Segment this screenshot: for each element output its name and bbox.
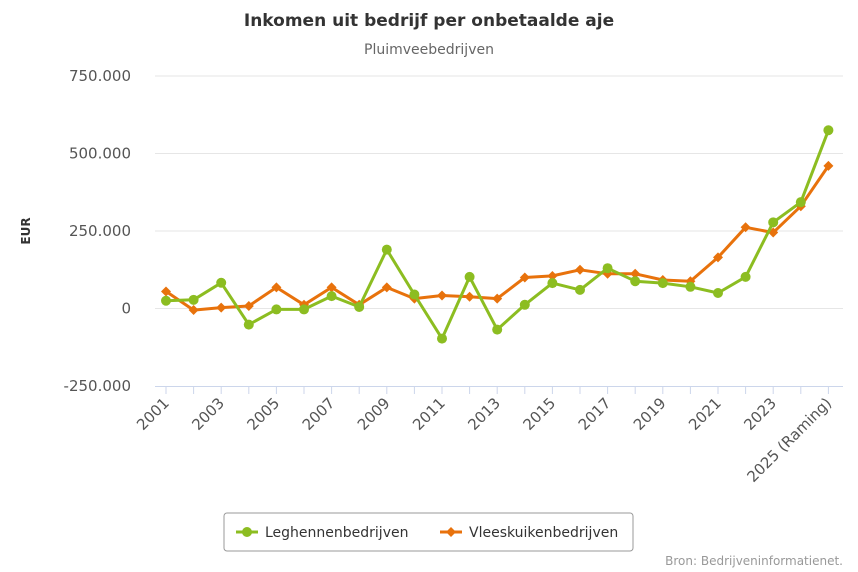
data-point [575, 264, 585, 275]
data-point [243, 301, 254, 312]
data-point [271, 304, 282, 315]
y-tick-label: 0 [121, 300, 131, 318]
data-point [602, 263, 613, 274]
series-vleeskuiken [161, 160, 834, 316]
x-tick-label: 2011 [409, 394, 449, 434]
data-point [685, 281, 696, 292]
data-point [188, 294, 199, 305]
x-tick-label: 2023 [740, 394, 780, 434]
series-line [164, 164, 830, 312]
y-tick-label: 500.000 [69, 145, 131, 163]
data-point [519, 272, 530, 283]
legend-box [223, 512, 634, 552]
data-point [630, 276, 641, 287]
data-point [547, 278, 558, 289]
x-tick-label: 2019 [630, 394, 670, 434]
chart-subtitle: Pluimveebedrijven [364, 42, 494, 58]
data-point [713, 252, 723, 263]
data-point [740, 222, 751, 233]
gridlines [155, 75, 843, 309]
x-axis: 2001 2003 2005 2007 2009 2011 2013 2015 2017 2019… [133, 386, 843, 486]
data-point [547, 270, 558, 281]
data-point [657, 278, 668, 289]
data-point [409, 289, 420, 300]
x-tick-label: 2017 [575, 394, 615, 434]
data-point [630, 268, 641, 279]
y-tick-label: 250.000 [69, 222, 131, 240]
data-point [795, 197, 806, 208]
data-point [437, 290, 447, 301]
data-point [823, 160, 834, 171]
legend-label-leghennen: Leghennenbedrijven [265, 525, 408, 541]
data-point [713, 288, 723, 298]
series-leghennen [161, 125, 834, 344]
series-layer [161, 125, 834, 344]
legend-label-vleeskuiken: Vleeskuikenbedrijven [469, 525, 618, 541]
legend-marker-leghennen [242, 527, 252, 537]
data-point [381, 282, 392, 293]
x-tick-label: 2021 [685, 394, 725, 434]
data-point [188, 305, 199, 316]
x-tick-label: 2013 [464, 394, 504, 434]
data-point [464, 291, 475, 302]
data-point [243, 319, 254, 330]
data-point [216, 277, 227, 288]
data-point [326, 291, 337, 302]
data-point [299, 304, 309, 315]
data-point [326, 282, 337, 293]
data-point [464, 271, 475, 282]
y-axis-ticks: -250.000 0 250.000 500.000 750.000 [64, 67, 131, 395]
data-point [437, 333, 447, 344]
chart-title: Inkomen uit bedrijf per onbetaalde aje [244, 11, 614, 31]
data-point [519, 299, 530, 310]
x-tick-label: 2007 [299, 394, 339, 434]
data-point [381, 244, 392, 255]
data-point [161, 286, 171, 297]
data-point [768, 217, 779, 228]
data-point [271, 282, 282, 293]
legend: Leghennenbedrijven Vleeskuikenbedrijven [223, 512, 634, 552]
data-point [575, 284, 585, 295]
data-point [216, 302, 227, 313]
x-tick-label: 2005 [243, 394, 283, 434]
y-tick-label: 750.000 [69, 67, 131, 85]
x-tick-label: 2015 [519, 394, 559, 434]
data-point [823, 125, 834, 136]
x-tick-label: 2001 [133, 394, 173, 434]
legend-marker-vleeskuiken [446, 527, 456, 537]
data-point [492, 293, 503, 304]
series-line [164, 128, 830, 341]
y-axis-label: EUR [19, 217, 33, 244]
chart-credit: Bron: Bedrijveninformatienet. [665, 554, 843, 568]
x-tick-label: 2009 [354, 394, 394, 434]
data-point [161, 295, 171, 306]
data-point [492, 324, 503, 335]
data-point [740, 271, 751, 282]
legend-item-vleeskuiken[interactable]: Vleeskuikenbedrijven [440, 525, 618, 541]
x-tick-label: 2003 [188, 394, 228, 434]
y-tick-label: -250.000 [64, 377, 131, 395]
data-point [354, 301, 365, 312]
legend-item-leghennen[interactable]: Leghennenbedrijven [236, 525, 408, 541]
